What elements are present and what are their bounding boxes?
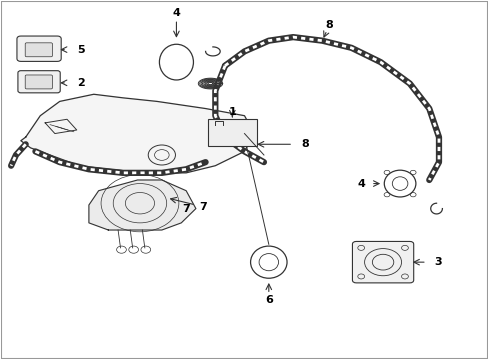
Text: 4: 4	[172, 8, 180, 18]
FancyBboxPatch shape	[25, 43, 52, 57]
Text: 4: 4	[356, 179, 365, 189]
Text: 8: 8	[301, 139, 308, 149]
FancyBboxPatch shape	[17, 36, 61, 62]
Text: 2: 2	[77, 78, 84, 88]
FancyBboxPatch shape	[25, 75, 52, 89]
Text: 3: 3	[433, 257, 441, 267]
Text: 1: 1	[228, 107, 236, 117]
Text: 7: 7	[199, 202, 206, 212]
Text: 8: 8	[325, 19, 333, 30]
Text: 7: 7	[182, 203, 190, 213]
FancyBboxPatch shape	[352, 242, 413, 283]
FancyBboxPatch shape	[207, 119, 256, 146]
FancyBboxPatch shape	[18, 71, 60, 93]
Text: 5: 5	[77, 45, 84, 55]
Polygon shape	[89, 180, 196, 230]
Polygon shape	[21, 94, 254, 173]
Text: 6: 6	[264, 295, 272, 305]
